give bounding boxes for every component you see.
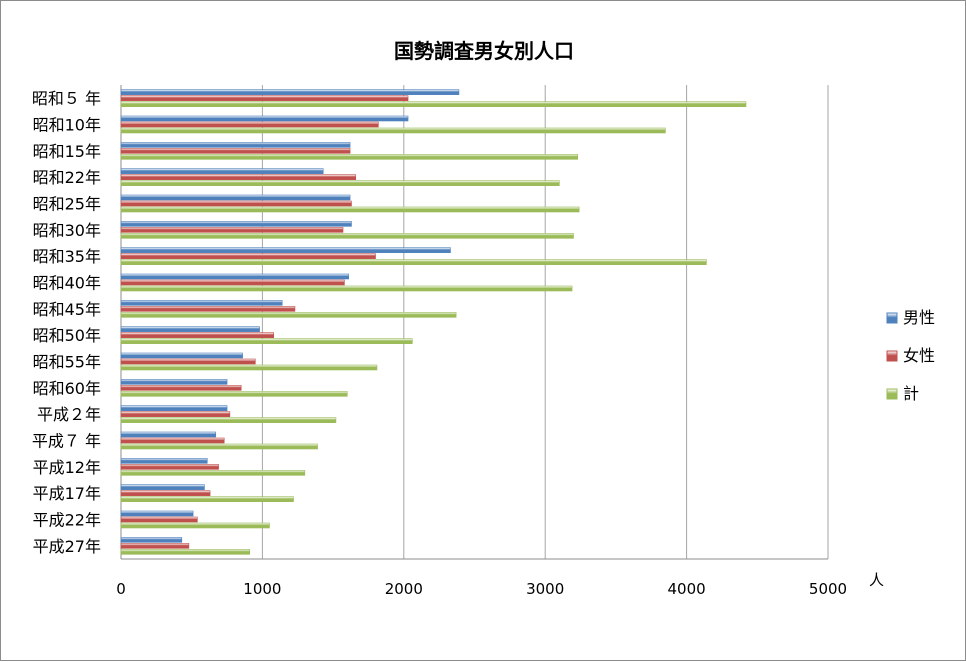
category-label: 平成22年 [33, 511, 101, 530]
bar [120, 312, 457, 318]
bar [120, 247, 451, 253]
bar [120, 443, 318, 450]
bar [120, 496, 294, 502]
bar [120, 200, 352, 207]
unit-label: 人 [869, 571, 884, 589]
category-label: 平成２年 [37, 405, 101, 424]
bar [120, 194, 351, 201]
bar [120, 431, 217, 438]
category-label: 昭和45年 [33, 300, 101, 319]
bar [120, 411, 231, 417]
x-tick-label: 4000 [668, 580, 706, 598]
legend-swatch [886, 388, 898, 400]
category-label: 昭和55年 [33, 353, 101, 372]
bar [120, 89, 460, 95]
bar [120, 358, 256, 365]
bar [120, 180, 560, 186]
bar [120, 490, 211, 496]
bar [120, 121, 379, 128]
category-label: 平成17年 [33, 484, 101, 503]
x-tick-label: 3000 [526, 580, 564, 598]
bar [120, 385, 242, 391]
bar [120, 148, 351, 154]
bar [120, 484, 205, 490]
bar [120, 95, 409, 101]
bar [120, 174, 357, 180]
legend-swatch [886, 350, 898, 362]
bar [120, 206, 580, 213]
category-label: 昭和35年 [33, 247, 101, 266]
category-label: 平成27年 [33, 537, 101, 556]
bar [120, 458, 208, 464]
grid-lines [120, 85, 829, 560]
x-tick-label: 5000 [809, 580, 847, 598]
x-tick-label: 2000 [385, 580, 423, 598]
legend-swatch [886, 312, 898, 324]
category-label: 昭和30年 [33, 221, 101, 240]
bar [120, 279, 345, 286]
bar [120, 543, 190, 549]
x-tick-label: 0 [116, 580, 126, 598]
bar [120, 233, 574, 239]
x-tick-label: 1000 [243, 580, 281, 598]
bar [120, 259, 707, 265]
bar [120, 142, 351, 148]
bar [120, 127, 666, 134]
bar [120, 227, 344, 233]
bar [120, 470, 306, 476]
bar [120, 154, 579, 160]
bar [120, 221, 352, 227]
category-label: 昭和10年 [33, 116, 101, 135]
bar [120, 405, 228, 411]
bar [120, 516, 198, 523]
bar [120, 549, 250, 555]
category-label: 昭和60年 [33, 379, 101, 398]
category-label: 昭和22年 [33, 168, 101, 187]
bar [120, 537, 183, 543]
legend-label: 女性 [903, 346, 935, 365]
category-labels: 昭和５ 年昭和10年昭和15年昭和22年昭和25年昭和30年昭和35年昭和40年… [32, 89, 101, 556]
category-label: 昭和15年 [33, 142, 101, 161]
bar [120, 101, 747, 107]
bar [120, 364, 378, 371]
bar [120, 300, 283, 306]
category-label: 昭和５ 年 [32, 89, 101, 108]
bar [120, 464, 219, 470]
bar [120, 326, 260, 332]
category-label: 昭和40年 [33, 274, 101, 293]
legend-label: 男性 [903, 308, 935, 327]
bar [120, 522, 270, 529]
chart-title: 国勢調査男女別人口 [394, 39, 574, 63]
bar [120, 379, 228, 385]
bar [120, 338, 413, 344]
bar [120, 306, 296, 312]
category-label: 平成７ 年 [32, 432, 101, 451]
bar [120, 115, 409, 122]
bar [120, 391, 348, 397]
x-tick-labels: 0 1000 2000 3000 4000 5000 [116, 580, 847, 598]
category-label: 昭和50年 [33, 326, 101, 345]
bar [120, 352, 243, 359]
legend-label: 計 [903, 384, 919, 403]
bar [120, 332, 275, 338]
bar [120, 437, 225, 444]
bar [120, 285, 573, 292]
category-label: 昭和25年 [33, 195, 101, 214]
bar [120, 417, 337, 423]
bar [120, 510, 194, 517]
category-label: 平成12年 [33, 458, 101, 477]
bar [120, 253, 376, 259]
bars [120, 89, 747, 555]
bar [120, 273, 349, 280]
bar [120, 168, 324, 174]
